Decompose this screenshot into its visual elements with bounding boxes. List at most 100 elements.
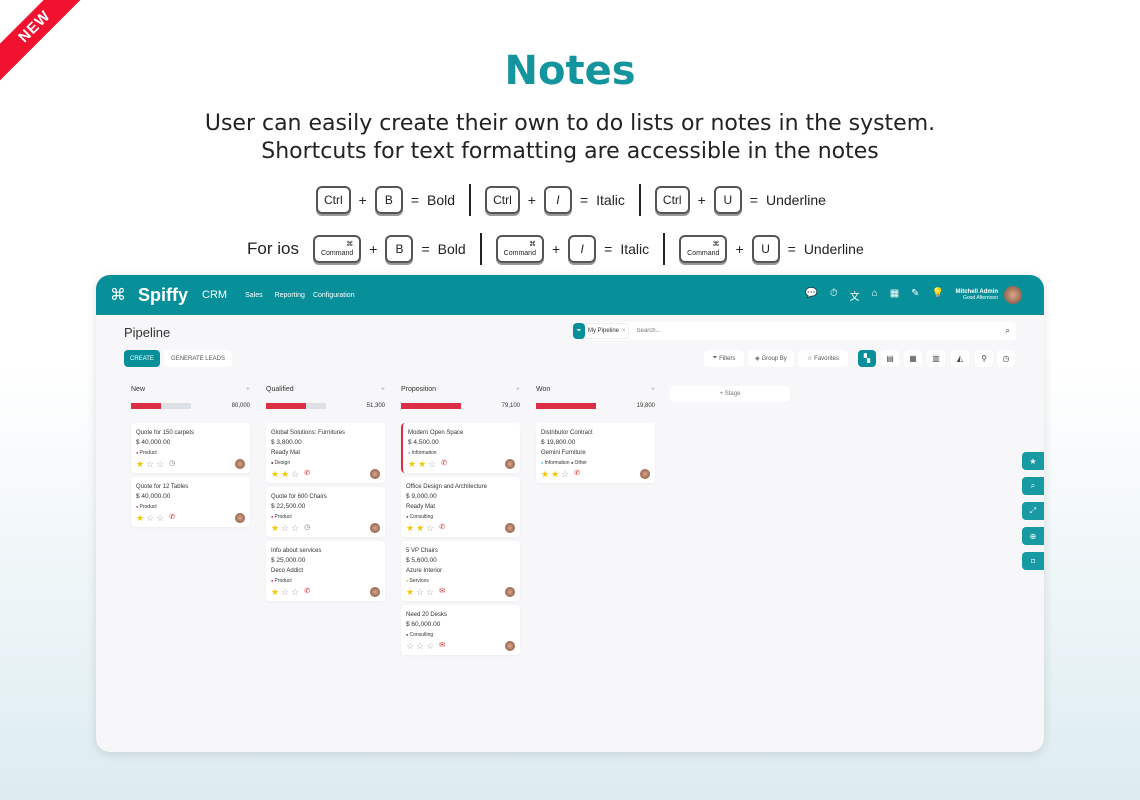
- priority-star-icon[interactable]: ☆: [156, 513, 165, 523]
- add-card-icon[interactable]: +: [650, 386, 655, 393]
- priority-star-icon[interactable]: ☆: [426, 587, 435, 597]
- phone-icon[interactable]: ✆: [441, 460, 448, 467]
- assignee-avatar[interactable]: [370, 587, 380, 597]
- lead-card[interactable]: Info about services $ 25,000.00 Deco Addic…: [266, 541, 385, 601]
- apps-menu-icon[interactable]: ⌘: [110, 287, 126, 304]
- assignee-avatar[interactable]: [370, 523, 380, 533]
- priority-star-icon[interactable]: ★: [281, 469, 290, 479]
- priority-star-icon[interactable]: ☆: [291, 523, 300, 533]
- side-bookmark-icon[interactable]: ⌑: [1022, 552, 1044, 570]
- priority-star-icon[interactable]: ☆: [426, 641, 435, 651]
- priority-star-icon[interactable]: ★: [541, 469, 550, 479]
- priority-star-icon[interactable]: ☆: [416, 587, 425, 597]
- menu-sales[interactable]: Sales: [245, 291, 263, 299]
- kanban-view-icon[interactable]: ▚: [858, 350, 876, 367]
- lead-card[interactable]: Modern Open Space $ 4,500.00 ● Information…: [401, 423, 520, 473]
- lead-card[interactable]: Quote for 600 Chairs $ 22,500.00 ● Product…: [266, 487, 385, 537]
- progress-bar[interactable]: [266, 403, 326, 409]
- translate-icon[interactable]: 文: [849, 291, 860, 303]
- lead-card[interactable]: 5 VP Chairs $ 5,600.00 Azure Interior ● Ser…: [401, 541, 520, 601]
- priority-star-icon[interactable]: ★: [406, 587, 415, 597]
- map-view-icon[interactable]: ⚲: [975, 350, 993, 367]
- activities-icon[interactable]: ⏱: [829, 287, 838, 299]
- filters-button[interactable]: ⏷ Filters: [704, 350, 744, 367]
- side-search-icon[interactable]: ⌕: [1022, 477, 1044, 495]
- graph-view-icon[interactable]: ◭: [951, 350, 969, 367]
- theme-icon[interactable]: ✎: [911, 287, 920, 299]
- phone-icon[interactable]: ✆: [439, 524, 446, 531]
- lead-card[interactable]: Need 20 Desks $ 60,000.00 ● Consulting ☆ ☆ ☆…: [401, 605, 520, 655]
- priority-star-icon[interactable]: ☆: [291, 587, 300, 597]
- add-card-icon[interactable]: +: [380, 386, 385, 393]
- priority-star-icon[interactable]: ☆: [406, 641, 415, 651]
- menu-configuration[interactable]: Configuration: [312, 291, 355, 299]
- phone-icon[interactable]: ✆: [574, 470, 581, 477]
- assignee-avatar[interactable]: [235, 513, 245, 523]
- module-name[interactable]: CRM: [202, 289, 228, 301]
- layout-icon[interactable]: ▦: [889, 287, 900, 299]
- assignee-avatar[interactable]: [505, 459, 515, 469]
- assignee-avatar[interactable]: [370, 469, 380, 479]
- activity-view-icon[interactable]: ◷: [997, 350, 1015, 367]
- lead-card[interactable]: Office Design and Architecture $ 9,000.00…: [401, 477, 520, 537]
- priority-star-icon[interactable]: ★: [271, 523, 280, 533]
- priority-star-icon[interactable]: ☆: [281, 587, 290, 597]
- tips-icon[interactable]: 💡: [931, 287, 944, 299]
- add-stage-button[interactable]: + Stage: [670, 386, 790, 402]
- priority-star-icon[interactable]: ☆: [146, 459, 155, 469]
- clock-icon[interactable]: ◷: [304, 524, 311, 531]
- priority-star-icon[interactable]: ★: [551, 469, 560, 479]
- priority-star-icon[interactable]: ★: [271, 469, 280, 479]
- pivot-view-icon[interactable]: ▥: [927, 350, 945, 367]
- filter-facet[interactable]: ⏷ My Pipeline ×: [572, 323, 629, 339]
- priority-star-icon[interactable]: ★: [408, 459, 417, 469]
- lead-card[interactable]: Quote for 12 Tables $ 40,000.00 ● Product …: [131, 477, 250, 527]
- priority-star-icon[interactable]: ★: [406, 523, 415, 533]
- add-card-icon[interactable]: +: [515, 386, 520, 393]
- search-icon[interactable]: ⌕: [1005, 326, 1010, 335]
- phone-icon[interactable]: ✆: [304, 470, 311, 477]
- calendar-view-icon[interactable]: ▦: [904, 350, 922, 367]
- search-input[interactable]: [636, 328, 1006, 334]
- progress-bar[interactable]: [536, 403, 596, 409]
- phone-icon[interactable]: ✆: [304, 588, 311, 595]
- priority-star-icon[interactable]: ☆: [281, 523, 290, 533]
- lead-card[interactable]: Global Solutions: Furnitures $ 3,800.00 Re…: [266, 423, 385, 483]
- side-star-icon[interactable]: ★: [1022, 452, 1044, 470]
- assignee-avatar[interactable]: [505, 523, 515, 533]
- generate-leads-button[interactable]: GENERATE LEADS: [164, 350, 232, 367]
- create-button[interactable]: CREATE: [124, 350, 160, 367]
- priority-star-icon[interactable]: ☆: [146, 513, 155, 523]
- list-view-icon[interactable]: ▤: [881, 350, 899, 367]
- priority-star-icon[interactable]: ★: [136, 513, 145, 523]
- assignee-avatar[interactable]: [235, 459, 245, 469]
- assignee-avatar[interactable]: [640, 469, 650, 479]
- remove-facet-icon[interactable]: ×: [622, 328, 626, 334]
- priority-star-icon[interactable]: ☆: [416, 641, 425, 651]
- lead-card[interactable]: Distributor Contract $ 19,800.00 Gemini Fu…: [536, 423, 655, 483]
- user-menu[interactable]: Mitchell Admin Good Afternoon: [956, 286, 1022, 304]
- menu-reporting[interactable]: Reporting: [274, 291, 305, 299]
- assignee-avatar[interactable]: [505, 587, 515, 597]
- priority-star-icon[interactable]: ★: [416, 523, 425, 533]
- favorites-button[interactable]: ☆ Favorites: [798, 350, 848, 367]
- priority-star-icon[interactable]: ★: [418, 459, 427, 469]
- search-bar[interactable]: ⏷My Pipeline× ⌕: [572, 322, 1016, 340]
- mail-icon[interactable]: ✉: [439, 642, 446, 649]
- priority-star-icon[interactable]: ☆: [291, 469, 300, 479]
- company-icon[interactable]: ⌂: [871, 287, 878, 299]
- clock-icon[interactable]: ◷: [169, 460, 176, 467]
- group-by-button[interactable]: ◈ Group By: [748, 350, 794, 367]
- priority-star-icon[interactable]: ☆: [426, 523, 435, 533]
- lead-card[interactable]: Quote for 150 carpets $ 40,000.00 ● Produc…: [131, 423, 250, 473]
- assignee-avatar[interactable]: [505, 641, 515, 651]
- priority-star-icon[interactable]: ☆: [156, 459, 165, 469]
- priority-star-icon[interactable]: ☆: [561, 469, 570, 479]
- priority-star-icon[interactable]: ★: [271, 587, 280, 597]
- mail-icon[interactable]: ✉: [439, 588, 446, 595]
- messages-icon[interactable]: 💬: [805, 287, 818, 299]
- progress-bar[interactable]: [131, 403, 191, 409]
- side-expand-icon[interactable]: ⤢: [1022, 502, 1044, 520]
- priority-star-icon[interactable]: ☆: [428, 459, 437, 469]
- side-zoom-icon[interactable]: ⊕: [1022, 527, 1044, 545]
